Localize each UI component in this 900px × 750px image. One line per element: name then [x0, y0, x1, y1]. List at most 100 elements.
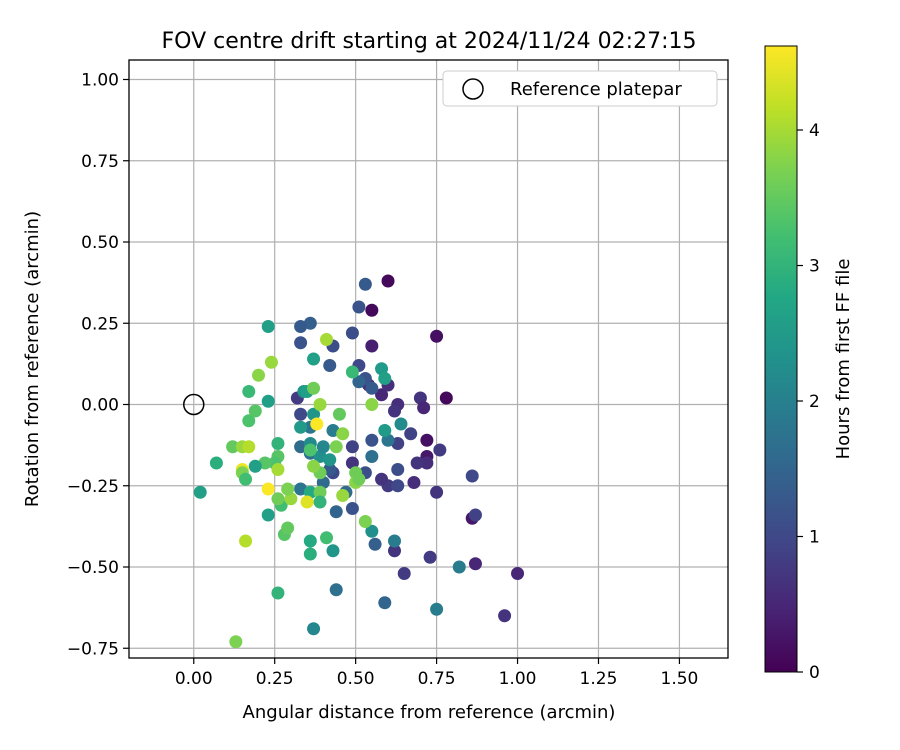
data-point	[433, 443, 447, 457]
data-point	[410, 456, 424, 470]
data-point	[329, 583, 343, 597]
data-point	[229, 635, 243, 649]
y-axis-ticks: −0.75 −0.50 −0.25 0.00 0.25 0.50 0.75 1.00	[67, 71, 129, 659]
y-tick-label: −0.50	[67, 558, 119, 578]
colorbar-gradient	[764, 45, 798, 673]
x-tick-label: 1.25	[580, 669, 618, 689]
data-point	[242, 414, 256, 428]
data-point	[365, 339, 379, 353]
data-point	[307, 459, 321, 473]
data-point	[404, 427, 418, 441]
legend-label: Reference platepar	[510, 79, 682, 100]
data-point	[261, 320, 275, 333]
data-point	[336, 427, 350, 441]
data-point	[313, 485, 327, 499]
data-point	[294, 407, 308, 421]
data-point	[307, 381, 321, 395]
data-point	[345, 440, 359, 454]
colorbar-tick-label: 4	[809, 121, 820, 141]
data-point	[420, 456, 434, 470]
data-point	[378, 424, 392, 437]
data-point	[468, 557, 482, 571]
data-point	[420, 433, 434, 447]
data-point	[381, 433, 395, 447]
data-point	[320, 333, 334, 346]
data-point	[320, 531, 334, 545]
data-point	[378, 596, 392, 610]
data-point	[271, 586, 285, 600]
x-tick-label: 1.50	[661, 669, 699, 689]
data-point	[378, 372, 392, 385]
y-tick-label: 0.25	[81, 314, 119, 334]
y-tick-label: 1.00	[81, 71, 119, 91]
data-point	[271, 492, 285, 506]
colorbar-tick-label: 3	[809, 257, 820, 277]
data-point	[365, 450, 379, 463]
data-point	[332, 407, 346, 421]
data-point	[407, 476, 421, 489]
data-point	[345, 502, 359, 515]
chart-title: FOV centre drift starting at 2024/11/24 …	[162, 29, 697, 54]
colorbar-label: Hours from first FF file	[833, 259, 854, 460]
data-point	[388, 404, 402, 418]
x-tick-label: 0.25	[256, 669, 294, 689]
data-point	[300, 495, 314, 509]
colorbar-tick-label: 1	[809, 528, 820, 548]
data-point	[310, 417, 324, 431]
data-point	[248, 459, 262, 473]
data-point	[281, 521, 295, 535]
data-point	[430, 329, 444, 343]
data-point	[345, 456, 359, 470]
data-point	[209, 456, 223, 470]
data-point	[248, 404, 262, 418]
data-point	[261, 508, 275, 522]
data-point	[226, 440, 240, 454]
data-point	[465, 469, 479, 483]
y-tick-label: 0.00	[81, 396, 119, 416]
data-point	[307, 407, 321, 421]
data-point	[252, 368, 266, 382]
data-point	[375, 362, 389, 376]
data-point	[336, 489, 350, 502]
data-point	[284, 492, 298, 506]
data-point	[239, 472, 253, 486]
reference-marker-layer	[183, 393, 205, 416]
data-point	[307, 622, 321, 636]
y-tick-label: 0.50	[81, 233, 119, 253]
data-point	[271, 437, 285, 450]
data-point	[365, 303, 379, 317]
y-tick-label: −0.25	[67, 477, 119, 497]
data-point	[316, 476, 330, 489]
data-point	[381, 274, 395, 288]
data-point	[397, 567, 411, 580]
data-point	[352, 375, 366, 389]
data-point	[329, 505, 343, 519]
colorbar: 0 1 2 3 4 Hours from first FF file	[764, 45, 854, 683]
legend-box	[442, 70, 718, 107]
data-point	[294, 420, 308, 434]
data-point	[271, 463, 285, 476]
data-point	[326, 544, 340, 558]
data-point	[452, 560, 466, 574]
data-point	[368, 537, 382, 551]
x-tick-label: 0.50	[337, 669, 375, 689]
data-point	[358, 515, 372, 528]
data-point	[303, 485, 317, 499]
colorbar-tick-label: 0	[809, 663, 820, 683]
data-point	[313, 398, 327, 411]
data-point	[303, 443, 317, 457]
x-axis-ticks: 0.00 0.25 0.50 0.75 1.00 1.25 1.50	[175, 658, 699, 689]
data-point	[423, 550, 437, 564]
data-point	[261, 482, 275, 496]
colorbar-ticks: 0 1 2 3 4	[797, 121, 820, 683]
data-point	[388, 534, 402, 548]
data-point	[281, 482, 295, 496]
x-tick-label: 0.00	[175, 669, 213, 689]
data-point	[303, 547, 317, 561]
data-point	[413, 391, 427, 405]
legend: Reference platepar	[442, 70, 718, 107]
data-point	[358, 277, 372, 291]
data-point	[430, 602, 444, 616]
data-point	[352, 300, 366, 314]
data-point	[417, 401, 431, 415]
